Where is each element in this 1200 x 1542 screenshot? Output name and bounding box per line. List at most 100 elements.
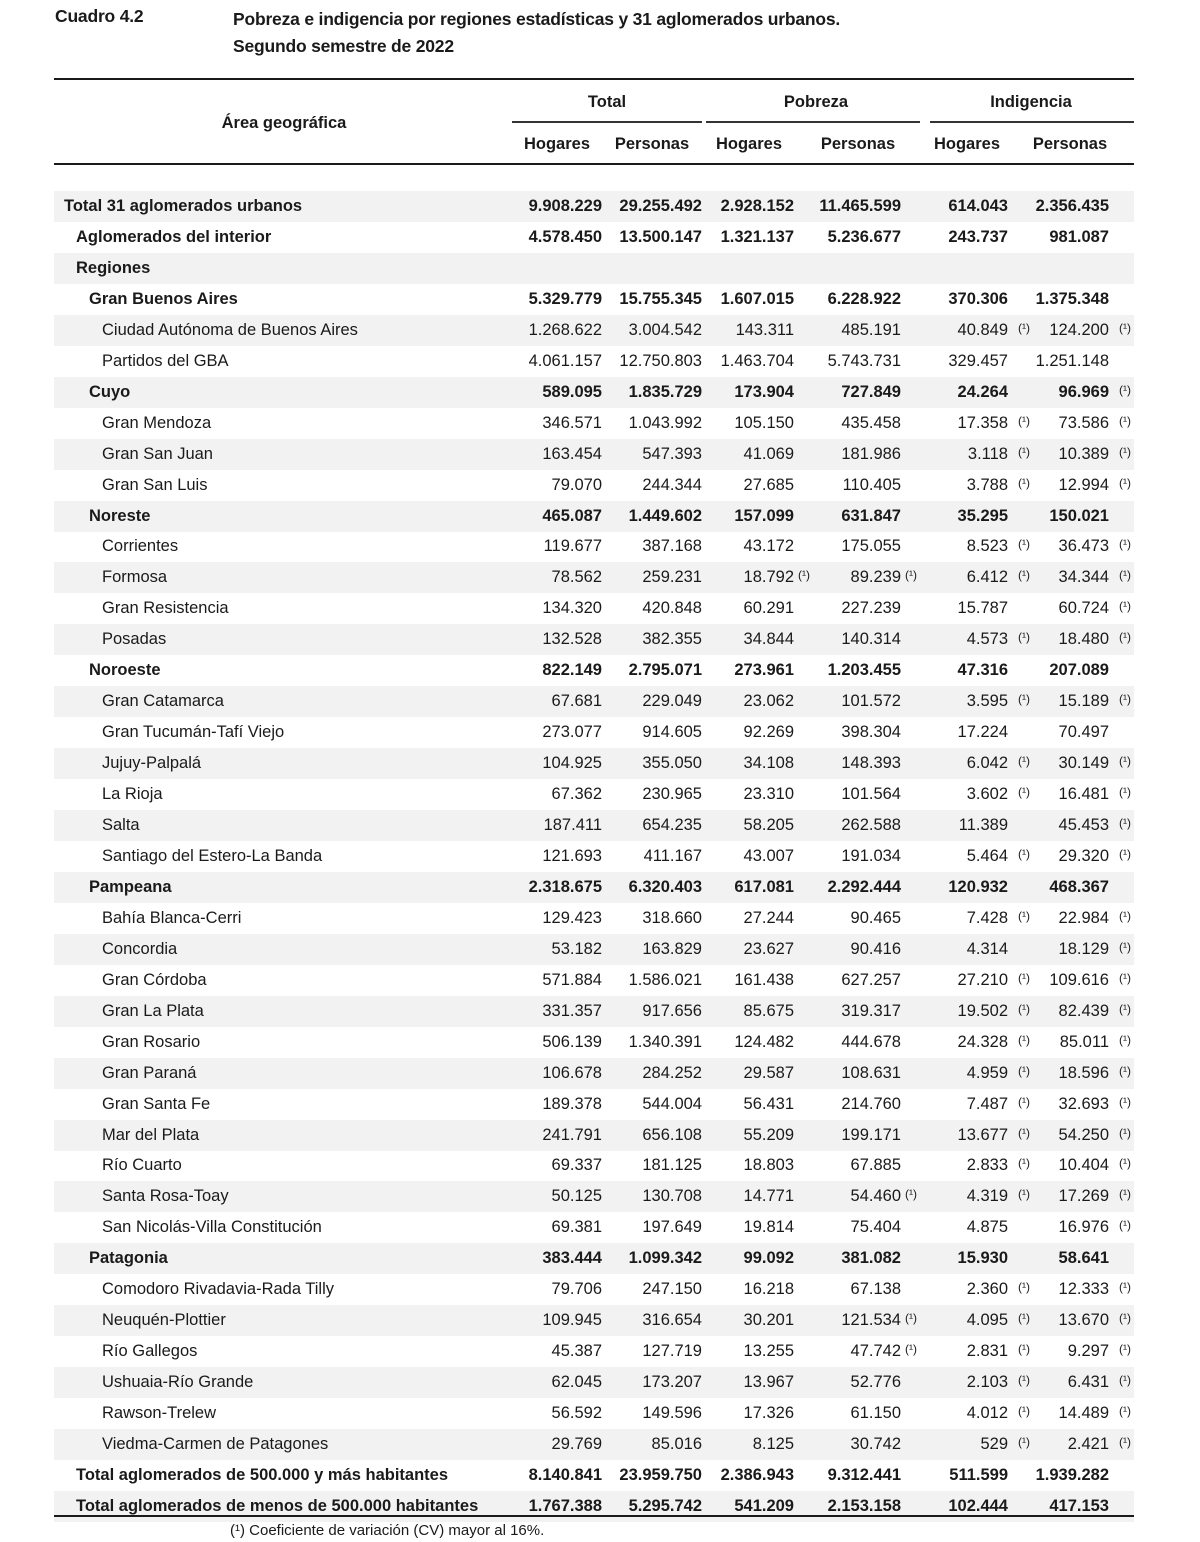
cell-value: 370.306 [948, 289, 1008, 308]
table-row: Gran Santa Fe 189.378 544.004 56.431 214.760… [54, 1089, 1134, 1120]
cell-value: 181.986 [841, 444, 901, 463]
cell-value: 8.125 [752, 1435, 794, 1453]
cell-value: 329.457 [948, 351, 1008, 370]
cell-value: 2.318.675 [528, 877, 602, 896]
cell-value: 1.463.704 [720, 351, 794, 370]
row-label: Noreste [89, 506, 151, 525]
cell-value: 92.269 [743, 723, 794, 742]
cell-value: 1.835.729 [628, 382, 702, 401]
cell-value: 13.500.147 [619, 227, 702, 246]
cell-value: 617.081 [734, 877, 794, 896]
cv-marker: (¹) [1119, 568, 1131, 583]
cell-value: 10.389 [1058, 444, 1109, 463]
cell-value: 161.438 [734, 970, 794, 989]
cell-value: 4.578.450 [528, 227, 602, 246]
cell-value: 47.742 [850, 1342, 901, 1361]
cell-value: 106.678 [542, 1063, 602, 1082]
table-row: Total aglomerados de menos de 500.000 ha… [54, 1490, 1134, 1522]
row-label: Gran La Plata [102, 1001, 204, 1020]
row-label: Total 31 aglomerados urbanos [64, 197, 303, 215]
cell-value: 23.310 [743, 785, 794, 804]
cell-value: 16.976 [1058, 1218, 1109, 1237]
cell-value: 189.378 [542, 1094, 602, 1113]
cell-value: 506.139 [542, 1032, 602, 1051]
cell-value: 163.454 [542, 444, 602, 463]
cv-marker: (¹) [1119, 475, 1131, 490]
cell-value: 67.885 [850, 1156, 901, 1175]
group-rule-pobreza [706, 121, 920, 123]
cell-value: 331.357 [542, 1001, 602, 1020]
cv-marker: (¹) [1018, 320, 1030, 335]
cell-value: 18.803 [743, 1156, 794, 1175]
row-label: Salta [102, 816, 140, 834]
table-row: Gran Rosario 506.139 1.340.391 124.482 444.6… [54, 1027, 1134, 1058]
row-label: La Rioja [102, 785, 163, 804]
cv-marker: (¹) [1018, 1435, 1030, 1449]
cell-value: 29.255.492 [619, 197, 702, 215]
cell-value: 132.528 [542, 630, 602, 649]
cv-marker: (¹) [905, 1342, 917, 1357]
cv-marker: (¹) [1119, 1156, 1131, 1171]
cell-value: 4.095 [966, 1311, 1008, 1330]
row-label: Rawson-Trelew [102, 1404, 217, 1423]
cell-value: 197.649 [642, 1218, 702, 1237]
cv-marker: (¹) [1119, 970, 1131, 985]
cell-value: 3.004.542 [628, 320, 702, 339]
cell-value: 23.959.750 [619, 1465, 702, 1484]
row-label: Gran Resistencia [102, 599, 229, 618]
row-label: Total aglomerados de 500.000 y más habit… [76, 1465, 449, 1484]
cell-value: 227.239 [841, 599, 901, 618]
cell-value: 273.077 [542, 723, 602, 742]
cell-value: 4.061.157 [528, 351, 602, 370]
cell-value: 58.205 [743, 816, 794, 834]
cell-value: 79.706 [551, 1280, 602, 1299]
table-row: Gran Resistencia 134.320 420.848 60.291 227.… [54, 593, 1134, 624]
table-row: Comodoro Rivadavia-Rada Tilly 79.706 247.1… [54, 1274, 1134, 1305]
row-label: Concordia [102, 939, 178, 958]
cell-value: 5.236.677 [827, 227, 901, 246]
cell-value: 3.595 [966, 692, 1008, 711]
cell-value: 1.099.342 [628, 1249, 702, 1268]
cell-value: 7.428 [966, 908, 1008, 927]
table-row: Gran Tucumán-Tafí Viejo 273.077 914.605 92.… [54, 717, 1134, 748]
cell-value: 85.675 [743, 1001, 794, 1020]
cv-marker: (¹) [1119, 599, 1131, 614]
cell-value: 589.095 [542, 382, 602, 401]
cell-value: 70.497 [1058, 723, 1109, 742]
cell-value: 53.182 [551, 939, 602, 958]
cell-value: 175.055 [841, 537, 901, 556]
cell-value: 316.654 [642, 1311, 702, 1330]
cv-marker: (¹) [1119, 816, 1131, 830]
table-row: Regiones [54, 252, 1134, 284]
cv-marker: (¹) [1018, 754, 1030, 769]
cell-value: 199.171 [841, 1125, 901, 1144]
cell-value: 1.586.021 [628, 970, 702, 989]
header-group-pobreza: Pobreza [783, 93, 849, 111]
row-label: Río Gallegos [102, 1342, 198, 1361]
cell-value: 6.228.922 [827, 289, 901, 308]
cell-value: 19.814 [743, 1218, 794, 1237]
cell-value: 1.268.622 [528, 320, 602, 339]
title-line-1: Pobreza e indigencia por regiones estadí… [233, 9, 841, 29]
table-row: Santiago del Estero-La Banda 121.693 411.1… [54, 841, 1134, 872]
table-row: Noreste 465.087 1.449.602 157.099 631.847 35.… [54, 500, 1134, 532]
cell-value: 627.257 [841, 970, 901, 989]
cell-value: 120.932 [948, 877, 1008, 896]
cell-value: 90.465 [850, 908, 901, 927]
cell-value: 79.070 [551, 475, 602, 494]
cell-value: 2.103 [966, 1373, 1008, 1392]
cell-value: 2.928.152 [720, 197, 794, 215]
title-line-2: Segundo semestre de 2022 [233, 36, 454, 56]
cell-value: 119.677 [543, 537, 602, 556]
cell-value: 3.118 [967, 444, 1008, 463]
cell-value: 9.312.441 [827, 1465, 901, 1484]
row-label: Cuyo [89, 382, 131, 401]
cell-value: 1.251.148 [1035, 351, 1109, 370]
cell-value: 129.423 [542, 908, 602, 927]
bottom-rule [54, 1515, 1134, 1517]
table-row: Total 31 aglomerados urbanos 9.908.229 29.… [54, 191, 1134, 222]
table-row: Noroeste 822.149 2.795.071 273.961 1.203.455… [54, 655, 1134, 686]
table-row: Gran Mendoza 346.571 1.043.992 105.150 435.4… [54, 408, 1134, 439]
top-rule [54, 78, 1134, 80]
row-label: Formosa [102, 568, 168, 587]
